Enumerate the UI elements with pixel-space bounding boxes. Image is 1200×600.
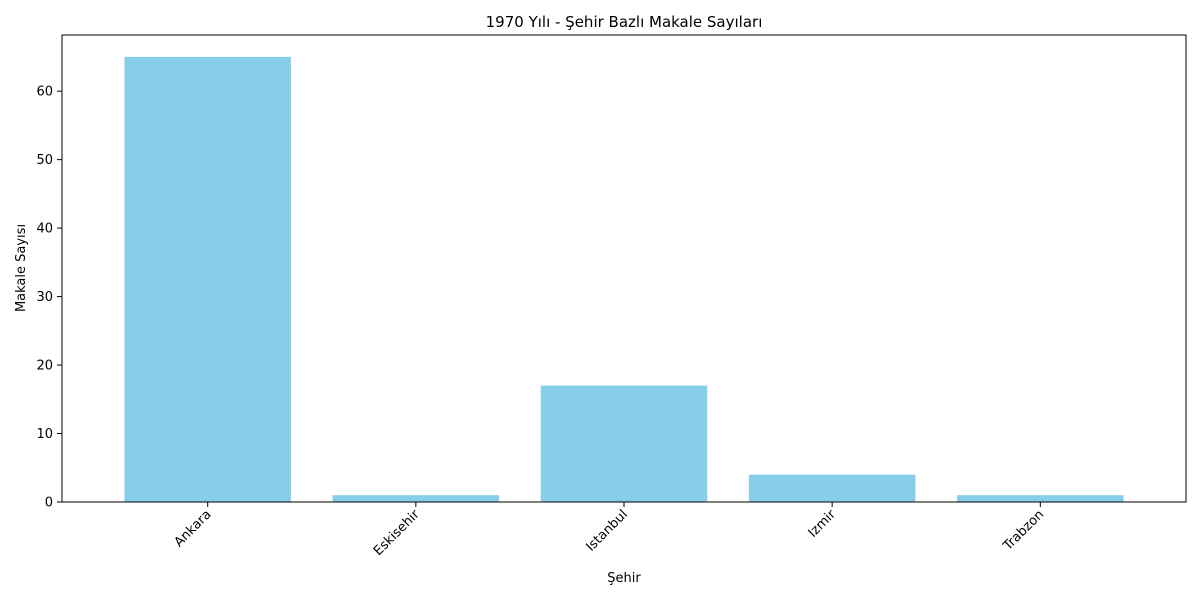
x-axis-label: Şehir bbox=[607, 571, 641, 586]
chart-title: 1970 Yılı - Şehir Bazlı Makale Sayıları bbox=[486, 13, 763, 31]
x-axis-ticks: Ankara Eskisehir Istanbul Izmir Trabzon bbox=[172, 502, 1047, 559]
bar-istanbul bbox=[540, 385, 708, 502]
y-tick-label: 0 bbox=[45, 496, 53, 511]
y-axis-ticks: 0 10 20 30 40 50 60 bbox=[36, 85, 62, 511]
bars-group bbox=[124, 56, 1124, 503]
y-tick-label: 50 bbox=[36, 153, 53, 168]
y-tick-label: 20 bbox=[36, 359, 53, 374]
bar-eskisehir bbox=[332, 495, 500, 502]
x-tick-label: Ankara bbox=[172, 507, 215, 550]
x-tick-label: Istanbul bbox=[583, 507, 630, 554]
y-tick-label: 40 bbox=[36, 222, 53, 237]
y-tick-label: 30 bbox=[36, 290, 53, 305]
x-tick-label: Trabzon bbox=[1000, 507, 1047, 554]
x-tick-label: Izmir bbox=[806, 507, 840, 541]
x-tick-label: Eskisehir bbox=[371, 507, 423, 559]
bar-izmir bbox=[748, 474, 916, 502]
bar-trabzon bbox=[957, 495, 1124, 502]
y-axis-label: Makale Sayısı bbox=[14, 224, 29, 312]
y-tick-label: 10 bbox=[36, 427, 53, 442]
bar-ankara bbox=[124, 56, 291, 503]
y-tick-label: 60 bbox=[36, 85, 53, 100]
